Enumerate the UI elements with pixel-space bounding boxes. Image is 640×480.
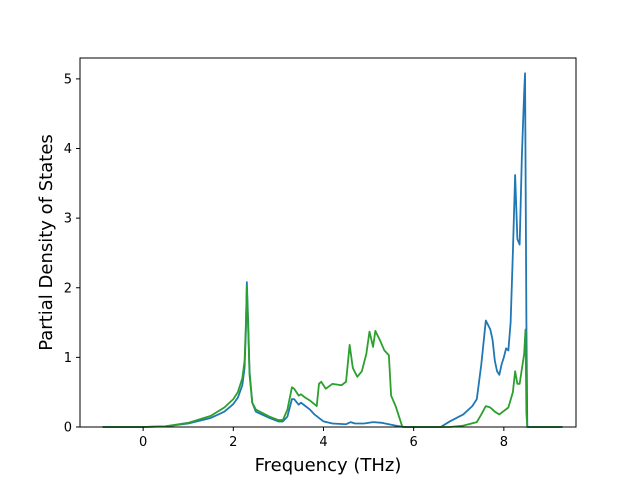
series-line-2 <box>102 285 563 428</box>
plot-lines <box>102 72 563 428</box>
y-tick-label: 3 <box>64 212 72 227</box>
x-tick-label: 0 <box>139 435 147 450</box>
y-tick-label: 5 <box>64 72 72 87</box>
y-tick-label: 0 <box>64 421 72 436</box>
series-line-1 <box>102 72 563 428</box>
x-tick-label: 2 <box>229 435 237 450</box>
x-tick-label: 6 <box>410 435 418 450</box>
y-tick-label: 2 <box>64 281 72 296</box>
y-tick-label: 4 <box>64 142 72 157</box>
y-tick-label: 1 <box>64 351 72 366</box>
x-axis-label: Frequency (THz) <box>255 455 402 476</box>
y-axis-label: Partial Density of States <box>36 134 57 351</box>
plot-frame <box>79 57 577 428</box>
x-axis: 0 2 4 6 8 <box>139 427 508 450</box>
y-axis: 0 1 2 3 4 5 <box>64 72 80 436</box>
x-tick-label: 4 <box>319 435 327 450</box>
x-tick-label: 8 <box>500 435 508 450</box>
